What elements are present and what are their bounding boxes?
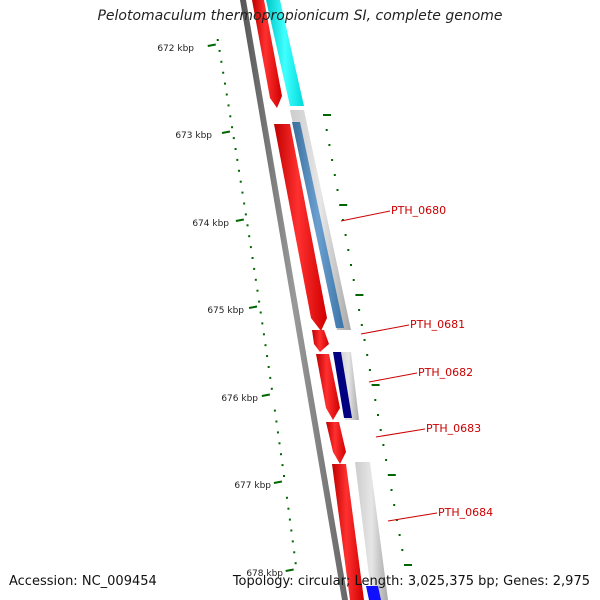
leader-line-pth0683 xyxy=(375,428,426,438)
genes-value: 2,975 xyxy=(552,574,590,589)
gene-arrow-pth0684 xyxy=(332,464,364,600)
gene-label-lines xyxy=(340,210,438,522)
ruler-major-tick xyxy=(248,305,258,309)
ruler-label-672: 672 kbp xyxy=(157,44,194,54)
genome-backbone xyxy=(240,0,348,600)
ruler-label-678: 678 kbp xyxy=(246,569,283,579)
leader-line-pth0682 xyxy=(368,372,418,383)
ruler-ticks xyxy=(207,39,412,572)
ruler-label-675: 675 kbp xyxy=(207,306,244,316)
gene-labels: PTH_0680 PTH_0681 PTH_0682 PTH_0683 PTH_… xyxy=(391,204,493,519)
gene-arrow-pth0682 xyxy=(316,354,340,420)
leader-line-pth0680 xyxy=(340,210,391,222)
blue-feature xyxy=(366,586,381,600)
ruler-label-673: 673 kbp xyxy=(175,131,212,141)
ruler-label-674: 674 kbp xyxy=(192,219,229,229)
gene-label-pth0683[interactable]: PTH_0683 xyxy=(426,422,481,435)
accession-info: Accession: NC_009454 xyxy=(9,574,157,589)
genes-label: Genes: xyxy=(503,574,549,589)
leader-line-pth0684 xyxy=(387,512,438,522)
navy-feature xyxy=(333,352,352,418)
genome-summary: Topology: circular; Length: 3,025,375 bp… xyxy=(232,574,590,589)
gene-arrow-pth0683 xyxy=(326,422,346,464)
map-title: Pelotomaculum thermopropionicum SI, comp… xyxy=(97,8,503,24)
cyan-feature xyxy=(266,0,304,106)
accession-value: NC_009454 xyxy=(81,574,157,589)
gray-feature-track-lower xyxy=(355,462,388,600)
topology-value: circular xyxy=(297,574,346,589)
ruler-major-tick xyxy=(221,130,231,134)
gene-arrow-pth0679 xyxy=(252,0,282,108)
gene-label-pth0684[interactable]: PTH_0684 xyxy=(438,506,493,519)
ruler-labels: 672 kbp 673 kbp 674 kbp 675 kbp 676 kbp … xyxy=(157,44,283,579)
leader-line-pth0681 xyxy=(360,324,410,335)
accession-label: Accession: xyxy=(9,574,78,589)
gene-arrow-pth0681 xyxy=(312,330,329,352)
gene-label-pth0682[interactable]: PTH_0682 xyxy=(418,366,473,379)
gene-arrow-pth0680 xyxy=(274,124,327,331)
ruler-label-676: 676 kbp xyxy=(221,394,258,404)
ruler-major-tick xyxy=(235,218,245,222)
length-value: 3,025,375 bp xyxy=(407,574,495,589)
ruler-major-tick xyxy=(285,568,294,572)
steelblue-feature xyxy=(292,122,344,328)
gene-label-pth0681[interactable]: PTH_0681 xyxy=(410,318,465,331)
gene-label-pth0680[interactable]: PTH_0680 xyxy=(391,204,446,217)
ruler-major-tick xyxy=(261,393,271,397)
topology-label: Topology: xyxy=(232,574,294,589)
ruler-label-677: 677 kbp xyxy=(234,481,271,491)
ruler-major-tick xyxy=(273,480,283,484)
ruler-major-tick xyxy=(207,43,216,47)
length-label: Length: xyxy=(354,574,404,589)
